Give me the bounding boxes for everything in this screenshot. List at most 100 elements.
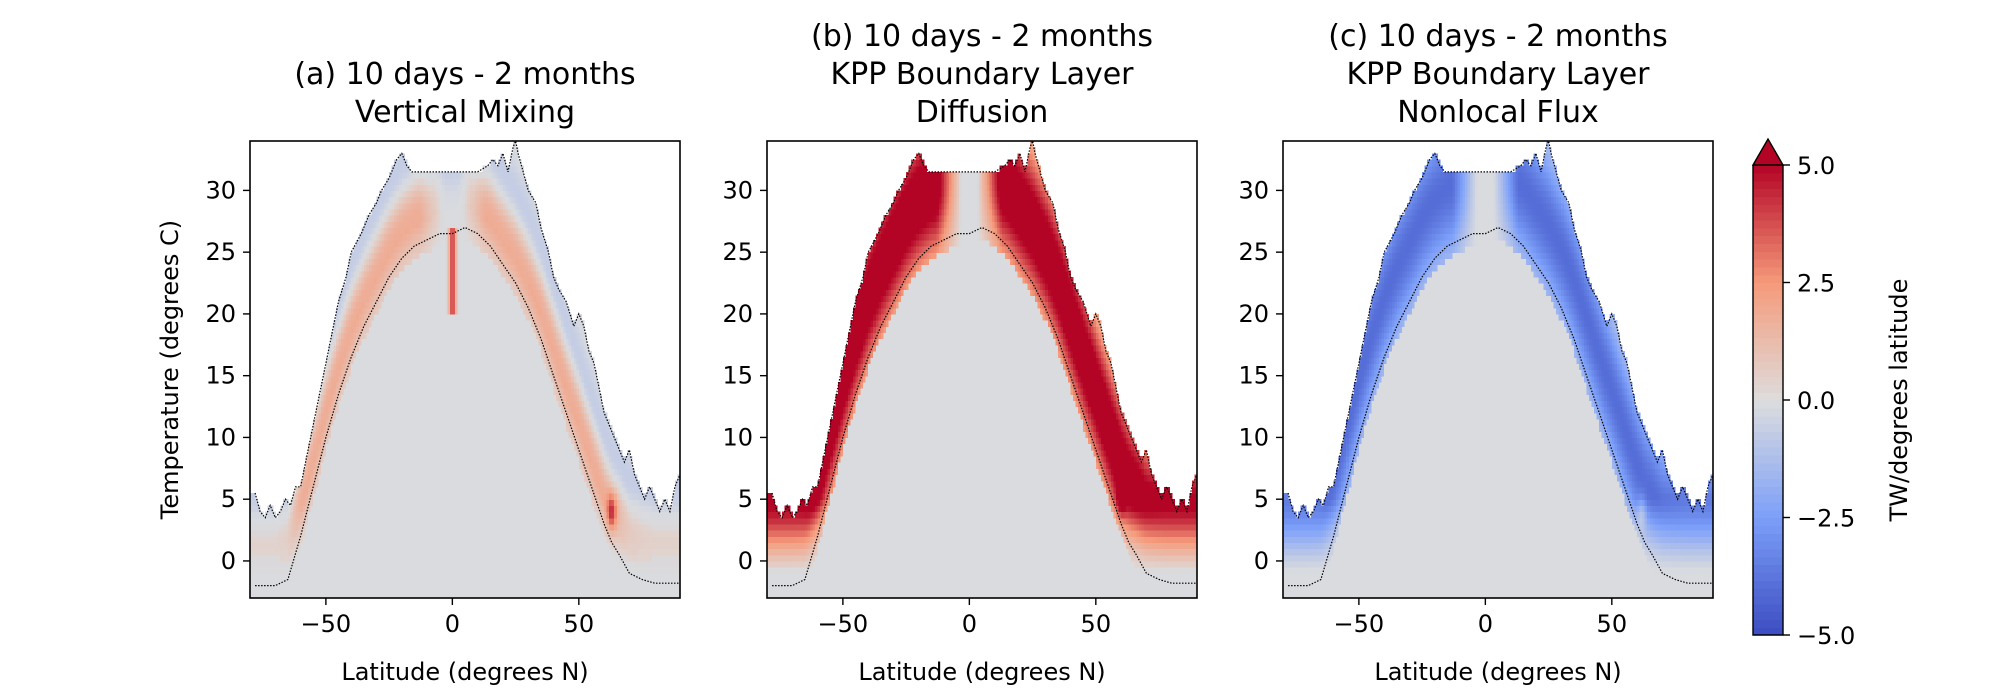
heatmap-cell <box>351 326 355 334</box>
heatmap-cell <box>371 332 375 340</box>
heatmap-cell <box>467 171 471 179</box>
heatmap-cell <box>467 264 471 272</box>
heatmap-cell <box>409 412 413 420</box>
heatmap-cell <box>449 326 453 334</box>
heatmap-cell <box>328 468 332 476</box>
heatmap-cell <box>300 554 304 562</box>
heatmap-cell <box>459 480 464 488</box>
heatmap-cell <box>376 326 380 334</box>
heatmap-cell <box>394 388 398 395</box>
heatmap-cell <box>363 245 367 253</box>
heatmap-cell <box>376 567 380 574</box>
heatmap-cell <box>442 388 446 395</box>
heatmap-cell <box>313 560 317 568</box>
heatmap-cell <box>459 542 464 550</box>
heatmap-cell <box>452 443 456 451</box>
heatmap-cell <box>305 480 309 488</box>
heatmap-cell <box>348 437 352 445</box>
heatmap-cell <box>363 579 367 587</box>
heatmap-cell <box>424 542 428 550</box>
heatmap-cell <box>255 530 259 537</box>
heatmap-cell <box>399 579 403 587</box>
heatmap-cell <box>399 184 403 192</box>
heatmap-cell <box>386 276 390 284</box>
heatmap-cell <box>459 301 464 309</box>
heatmap-cell <box>432 548 436 556</box>
heatmap-cell <box>404 431 408 439</box>
heatmap-cell <box>368 554 373 562</box>
heatmap-cell <box>373 264 378 272</box>
heatmap-cell <box>414 350 418 358</box>
heatmap-cell <box>371 548 375 556</box>
heatmap-cell <box>298 548 302 556</box>
heatmap-cell <box>325 462 330 469</box>
heatmap-cell <box>437 301 441 309</box>
heatmap-cell <box>411 412 416 420</box>
heatmap-cell <box>409 171 413 179</box>
heatmap-cell <box>389 221 393 229</box>
heatmap-cell <box>308 573 312 581</box>
heatmap-cell <box>411 536 416 544</box>
heatmap-cell <box>323 523 327 531</box>
heatmap-cell <box>348 536 352 544</box>
heatmap-cell <box>449 196 453 204</box>
heatmap-cell <box>361 406 365 414</box>
heatmap-cell <box>295 517 299 525</box>
heatmap-cell <box>358 245 362 253</box>
heatmap-cell <box>427 350 431 358</box>
heatmap-cell <box>465 394 469 401</box>
heatmap-cell <box>353 449 357 457</box>
heatmap-cell <box>318 499 322 506</box>
heatmap-cell <box>389 381 393 389</box>
heatmap-cell <box>389 350 393 358</box>
heatmap-cell <box>371 437 375 445</box>
heatmap-cell <box>300 530 304 537</box>
heatmap-cell <box>290 499 294 506</box>
heatmap-cell <box>325 480 330 488</box>
heatmap-cell <box>394 357 398 364</box>
heatmap-cell <box>399 388 403 395</box>
heatmap-cell <box>457 567 461 574</box>
heatmap-cell <box>255 567 259 574</box>
heatmap-cell <box>351 369 355 377</box>
heatmap-cell <box>308 548 312 556</box>
heatmap-cell <box>250 493 254 500</box>
heatmap-cell <box>313 530 317 537</box>
heatmap-cell <box>310 462 314 469</box>
heatmap-cell <box>348 381 352 389</box>
heatmap-cell <box>429 388 433 395</box>
heatmap-cell <box>462 455 466 463</box>
heatmap-cell <box>389 560 393 568</box>
heatmap-cell <box>459 178 464 185</box>
heatmap-cell <box>449 301 453 309</box>
heatmap-cell <box>465 548 469 556</box>
heatmap-cell <box>386 505 390 513</box>
heatmap-cell <box>432 190 436 198</box>
heatmap-cell <box>452 486 456 494</box>
heatmap-cell <box>346 560 350 568</box>
heatmap-cell <box>422 283 426 290</box>
heatmap-cell <box>432 517 436 525</box>
heatmap-cell <box>361 474 365 482</box>
heatmap-cell <box>373 400 378 408</box>
heatmap-cell <box>424 202 428 210</box>
heatmap-cell <box>429 258 433 266</box>
heatmap-cell <box>411 252 416 259</box>
heatmap-cell <box>447 530 451 537</box>
heatmap-cell <box>338 412 342 420</box>
heatmap-cell <box>366 536 370 544</box>
heatmap-cell <box>330 560 335 568</box>
heatmap-cell <box>452 350 456 358</box>
heatmap-cell <box>358 357 362 364</box>
heatmap-cell <box>442 591 446 599</box>
heatmap-cell <box>371 381 375 389</box>
heatmap-cell <box>427 375 431 383</box>
heatmap-cell <box>381 233 385 241</box>
heatmap-cell <box>457 381 461 389</box>
heatmap-cell <box>439 276 443 284</box>
heatmap-cell <box>422 375 426 383</box>
heatmap-cell <box>409 449 413 457</box>
heatmap-cell <box>416 425 421 432</box>
heatmap-cell <box>449 258 453 266</box>
heatmap-cell <box>379 523 383 531</box>
